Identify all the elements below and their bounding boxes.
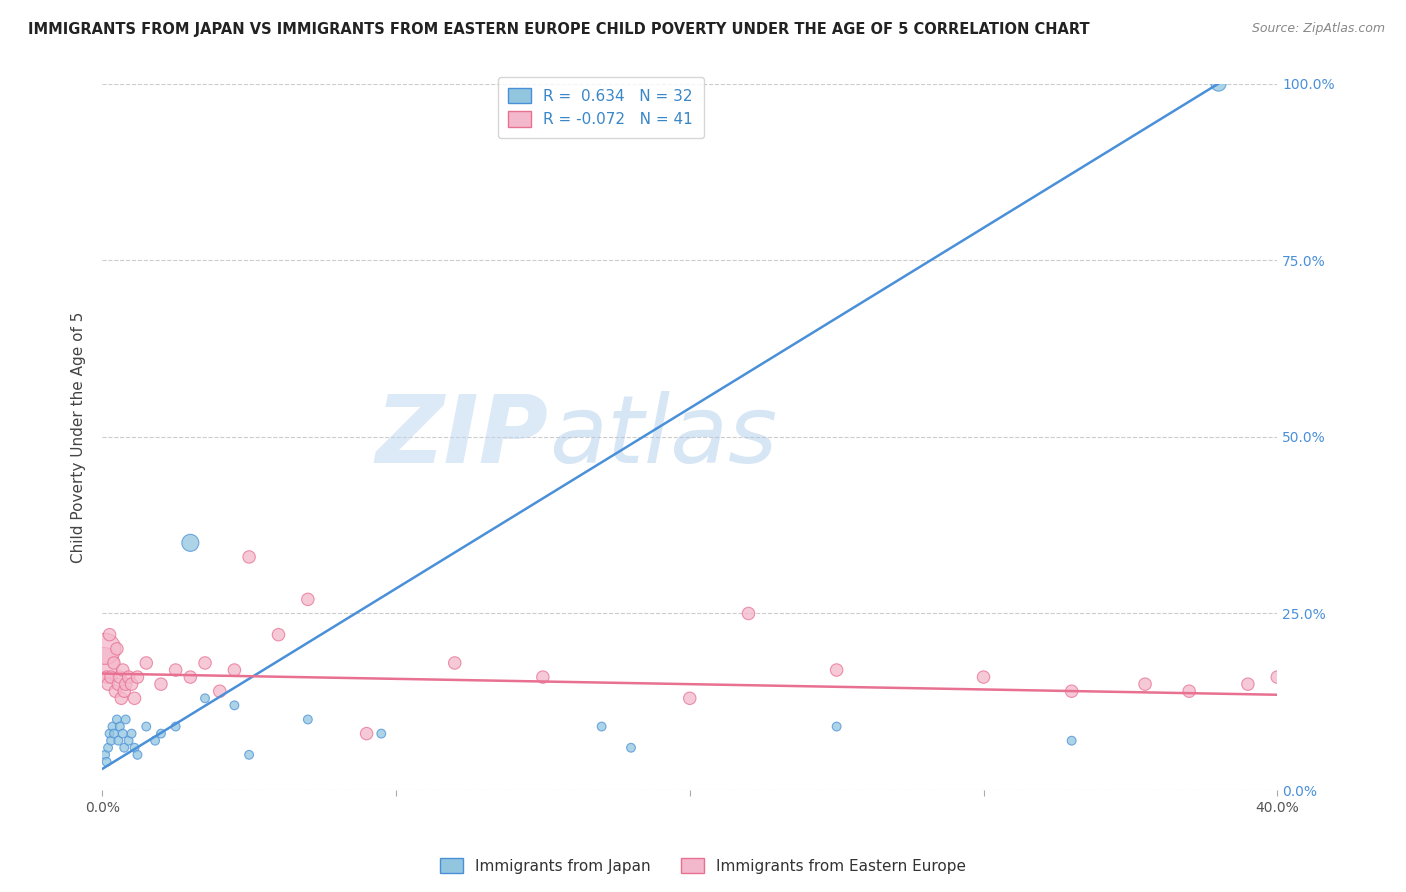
Point: [356, 726, 378, 740]
Point: [591, 720, 613, 734]
Point: [1060, 684, 1083, 698]
Point: [107, 677, 129, 691]
Point: [114, 677, 136, 691]
Point: [238, 747, 260, 762]
Point: [149, 726, 172, 740]
Point: [107, 733, 129, 747]
Point: [118, 733, 141, 747]
Point: [111, 663, 134, 677]
Point: [165, 720, 187, 734]
Point: [1060, 733, 1083, 747]
Point: [825, 720, 848, 734]
Text: IMMIGRANTS FROM JAPAN VS IMMIGRANTS FROM EASTERN EUROPE CHILD POVERTY UNDER THE : IMMIGRANTS FROM JAPAN VS IMMIGRANTS FROM…: [28, 22, 1090, 37]
Point: [118, 670, 141, 684]
Point: [679, 691, 702, 706]
Point: [112, 740, 135, 755]
Point: [165, 663, 187, 677]
Point: [105, 641, 128, 656]
Point: [1178, 684, 1201, 698]
Point: [101, 720, 124, 734]
Point: [121, 726, 143, 740]
Point: [100, 733, 122, 747]
Point: [110, 691, 132, 706]
Point: [194, 656, 217, 670]
Point: [620, 740, 643, 755]
Point: [108, 670, 131, 684]
Point: [370, 726, 392, 740]
Point: [98, 726, 121, 740]
Point: [103, 726, 125, 740]
Point: [93, 656, 115, 670]
Point: [224, 698, 246, 713]
Point: [1208, 77, 1230, 91]
Point: [208, 684, 231, 698]
Text: Source: ZipAtlas.com: Source: ZipAtlas.com: [1251, 22, 1385, 36]
Point: [737, 607, 759, 621]
Point: [124, 740, 146, 755]
Point: [267, 628, 290, 642]
Point: [124, 691, 146, 706]
Point: [531, 670, 554, 684]
Point: [114, 713, 136, 727]
Point: [135, 656, 157, 670]
Point: [1265, 670, 1288, 684]
Point: [94, 747, 117, 762]
Point: [111, 726, 134, 740]
Point: [105, 713, 128, 727]
Point: [94, 641, 117, 656]
Point: [96, 670, 118, 684]
Legend: Immigrants from Japan, Immigrants from Eastern Europe: Immigrants from Japan, Immigrants from E…: [433, 852, 973, 880]
Point: [1237, 677, 1260, 691]
Point: [98, 628, 121, 642]
Point: [297, 713, 319, 727]
Point: [143, 733, 166, 747]
Point: [1133, 677, 1156, 691]
Point: [194, 691, 217, 706]
Point: [135, 720, 157, 734]
Point: [97, 740, 120, 755]
Point: [149, 677, 172, 691]
Point: [112, 684, 135, 698]
Point: [97, 677, 120, 691]
Point: [100, 670, 122, 684]
Y-axis label: Child Poverty Under the Age of 5: Child Poverty Under the Age of 5: [72, 311, 86, 563]
Point: [825, 663, 848, 677]
Point: [224, 663, 246, 677]
Point: [179, 670, 201, 684]
Point: [443, 656, 465, 670]
Point: [297, 592, 319, 607]
Point: [127, 747, 149, 762]
Point: [127, 670, 149, 684]
Point: [108, 720, 131, 734]
Text: ZIP: ZIP: [375, 391, 548, 483]
Legend: R =  0.634   N = 32, R = -0.072   N = 41: R = 0.634 N = 32, R = -0.072 N = 41: [498, 77, 704, 138]
Point: [121, 677, 143, 691]
Point: [973, 670, 995, 684]
Text: atlas: atlas: [548, 392, 778, 483]
Point: [96, 755, 118, 769]
Point: [238, 549, 260, 564]
Point: [179, 536, 201, 550]
Point: [104, 684, 127, 698]
Point: [103, 656, 125, 670]
